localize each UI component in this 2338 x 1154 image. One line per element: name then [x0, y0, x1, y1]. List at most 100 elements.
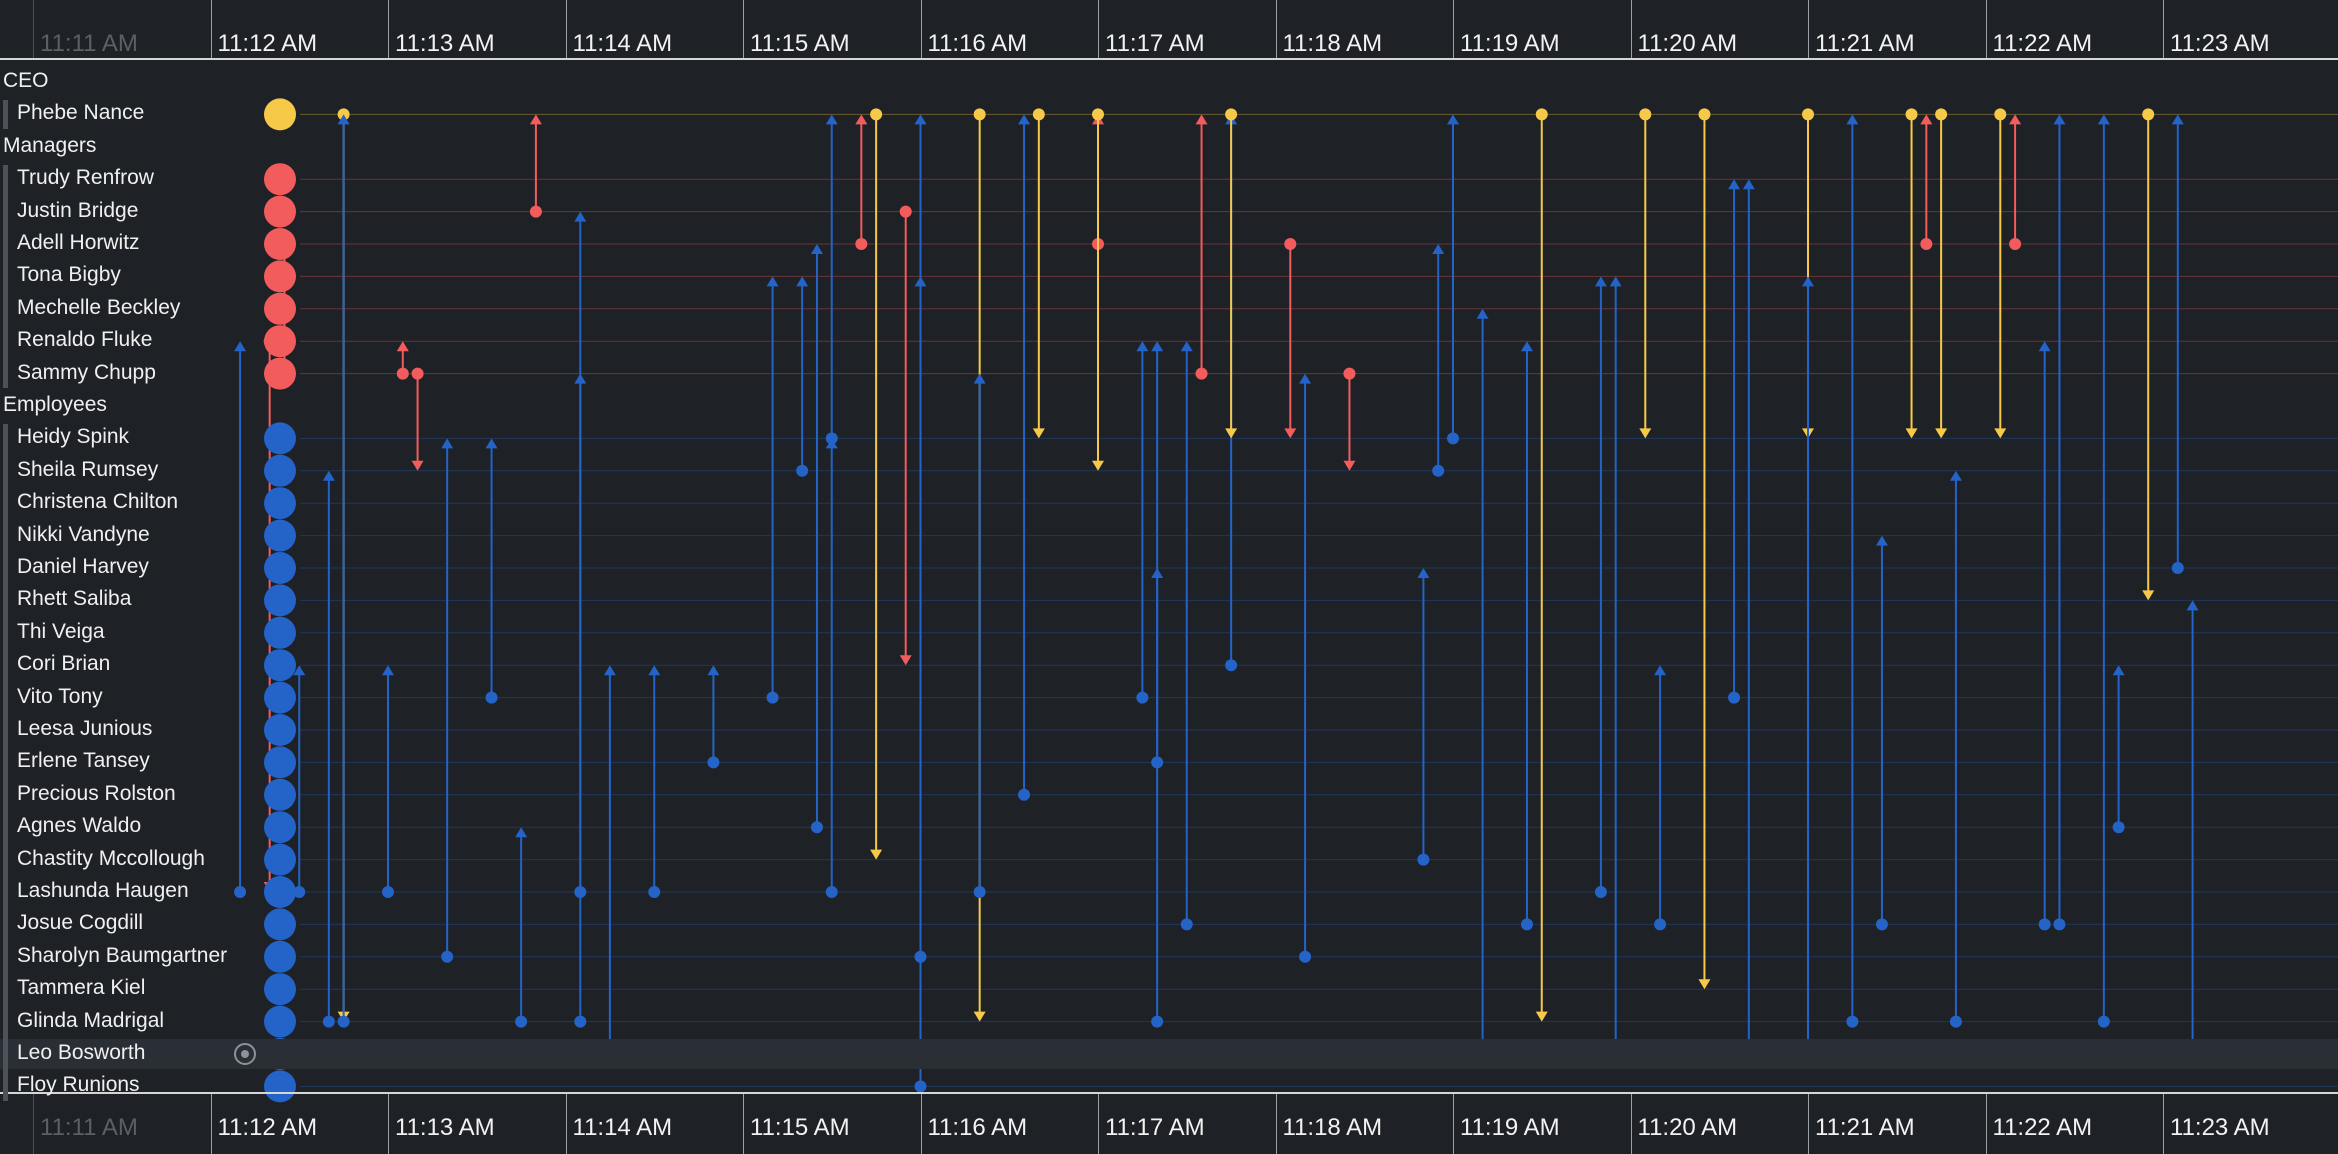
- person-name[interactable]: Adell Horwitz: [17, 231, 140, 254]
- group-bracket: [3, 100, 8, 129]
- message-arrowhead: [1195, 114, 1208, 125]
- time-tick-label: 11:17 AM: [1105, 30, 1205, 57]
- time-tick-label: 11:23 AM: [2170, 1114, 2270, 1141]
- person-name[interactable]: Josue Cogdill: [17, 911, 144, 935]
- person-name[interactable]: Erlene Tansey: [17, 749, 150, 773]
- person-name[interactable]: Floy Runions: [17, 1073, 140, 1097]
- person-name[interactable]: Rhett Saliba: [17, 587, 132, 611]
- message-arrowhead: [825, 438, 838, 449]
- time-tick: 11:16 AM: [920, 0, 1027, 58]
- time-tick: 11:13 AM: [388, 1094, 495, 1154]
- message-sender-dot: [1151, 1015, 1164, 1028]
- time-axis-bottom[interactable]: 11:11 AM 11:12 AM 11:13 AM 11:14 AM 11:15 AM…: [0, 1092, 2338, 1154]
- person-name[interactable]: Phebe Nance: [17, 101, 145, 125]
- message-sender-dot: [382, 886, 394, 898]
- message-sender-dot: [1949, 1015, 1962, 1028]
- avatar: [264, 973, 296, 1006]
- message-arrowhead: [1417, 568, 1430, 578]
- message-sender-dot: [1299, 950, 1312, 963]
- message-arrowhead: [603, 665, 616, 676]
- message-arrowhead: [485, 438, 498, 449]
- message-sender-dot: [1032, 108, 1045, 121]
- person-name[interactable]: Vito Tony: [17, 684, 103, 708]
- message-sender-dot: [2112, 821, 2125, 834]
- message-arrowhead: [2186, 600, 2199, 611]
- message-arrowhead: [973, 373, 986, 384]
- message-sender-dot: [1195, 367, 1208, 380]
- person-name[interactable]: Chastity Mccollough: [17, 846, 205, 870]
- person-name[interactable]: Cori Brian: [17, 652, 111, 676]
- time-tick-label: 11:11 AM: [40, 1114, 138, 1141]
- person-name[interactable]: Renaldo Fluke: [17, 328, 153, 352]
- avatar: [264, 519, 296, 552]
- group-header-manager[interactable]: Managers: [3, 133, 97, 157]
- time-tick: 11:19 AM: [1453, 1094, 1560, 1154]
- person-name[interactable]: Leo Bosworth: [17, 1041, 146, 1064]
- person-name[interactable]: Christena Chilton: [17, 490, 179, 514]
- message-arrowhead: [1905, 428, 1918, 439]
- message-arrowhead: [707, 665, 720, 676]
- time-tick: 11:19 AM: [1453, 0, 1560, 58]
- person-name[interactable]: Sammy Chupp: [17, 360, 156, 384]
- time-tick: 11:12 AM: [210, 1094, 317, 1154]
- person-name[interactable]: Agnes Waldo: [17, 814, 142, 838]
- person-name[interactable]: Heidy Spink: [17, 425, 130, 449]
- message-sender-dot: [1920, 238, 1933, 250]
- person-name[interactable]: Nikki Vandyne: [17, 522, 150, 546]
- time-tick: 11:20 AM: [1630, 0, 1737, 58]
- message-arrowhead: [1535, 1011, 1548, 1022]
- message-arrowhead: [234, 341, 247, 352]
- message-sender-dot: [648, 886, 661, 898]
- message-arrowhead: [337, 114, 350, 125]
- time-tick-label: 11:14 AM: [572, 30, 673, 57]
- message-arrowhead: [855, 114, 868, 125]
- person-name[interactable]: Justin Bridge: [17, 198, 139, 222]
- person-name[interactable]: Trudy Renfrow: [17, 166, 154, 190]
- message-arrowhead: [1742, 179, 1755, 190]
- person-name[interactable]: Lashunda Haugen: [17, 879, 189, 902]
- avatar: [264, 357, 296, 390]
- message-sender-dot: [1698, 108, 1711, 121]
- person-name[interactable]: Tammera Kiel: [17, 976, 146, 1000]
- person-name[interactable]: Daniel Harvey: [17, 555, 149, 578]
- group-header-ceo[interactable]: CEO: [3, 69, 49, 92]
- message-arrowhead: [396, 341, 409, 352]
- person-name[interactable]: Tona Bigby: [17, 263, 121, 287]
- message-arrowhead: [1432, 244, 1445, 254]
- avatar: [264, 876, 296, 908]
- person-name[interactable]: Precious Rolston: [17, 781, 176, 805]
- time-tick-label: 11:14 AM: [572, 1114, 673, 1141]
- message-sender-dot: [293, 886, 306, 898]
- message-sender-dot: [2053, 918, 2066, 931]
- avatar: [264, 325, 296, 358]
- time-tick-label: 11:13 AM: [395, 1114, 495, 1141]
- message-sender-dot: [914, 950, 927, 963]
- target-icon[interactable]: [234, 1043, 256, 1065]
- time-tick: 11:22 AM: [1985, 0, 2092, 58]
- person-name[interactable]: Mechelle Beckley: [17, 295, 181, 319]
- time-tick-label: 11:16 AM: [927, 30, 1028, 57]
- avatar: [264, 1070, 296, 1103]
- message-sender-dot: [855, 238, 868, 250]
- group-header-employee[interactable]: Employees: [3, 393, 107, 416]
- time-tick-label: 11:11 AM: [40, 30, 138, 57]
- person-name[interactable]: Thi Veiga: [17, 619, 105, 643]
- time-tick: 11:20 AM: [1630, 1094, 1737, 1154]
- message-arrowhead: [810, 244, 823, 254]
- message-sender-dot: [825, 886, 838, 898]
- time-tick-label: 11:21 AM: [1815, 30, 1915, 57]
- time-tick: 11:11 AM: [33, 1094, 138, 1154]
- person-name[interactable]: Glinda Madrigal: [17, 1008, 165, 1032]
- person-name[interactable]: Sharolyn Baumgartner: [17, 943, 228, 967]
- person-name[interactable]: Leesa Junious: [17, 717, 153, 740]
- time-tick-label: 11:16 AM: [927, 1114, 1028, 1141]
- time-axis-top[interactable]: 11:11 AM 11:12 AM 11:13 AM 11:14 AM 11:15 AM…: [0, 0, 2338, 60]
- group-bracket: [3, 424, 8, 1101]
- message-sender-dot: [1994, 108, 2007, 121]
- time-tick-label: 11:19 AM: [1460, 1114, 1560, 1141]
- message-arrowhead: [1092, 460, 1104, 471]
- message-sender-dot: [396, 367, 409, 380]
- person-name[interactable]: Sheila Rumsey: [17, 457, 159, 481]
- message-sender-dot: [1092, 108, 1104, 121]
- message-arrowhead: [2038, 341, 2051, 352]
